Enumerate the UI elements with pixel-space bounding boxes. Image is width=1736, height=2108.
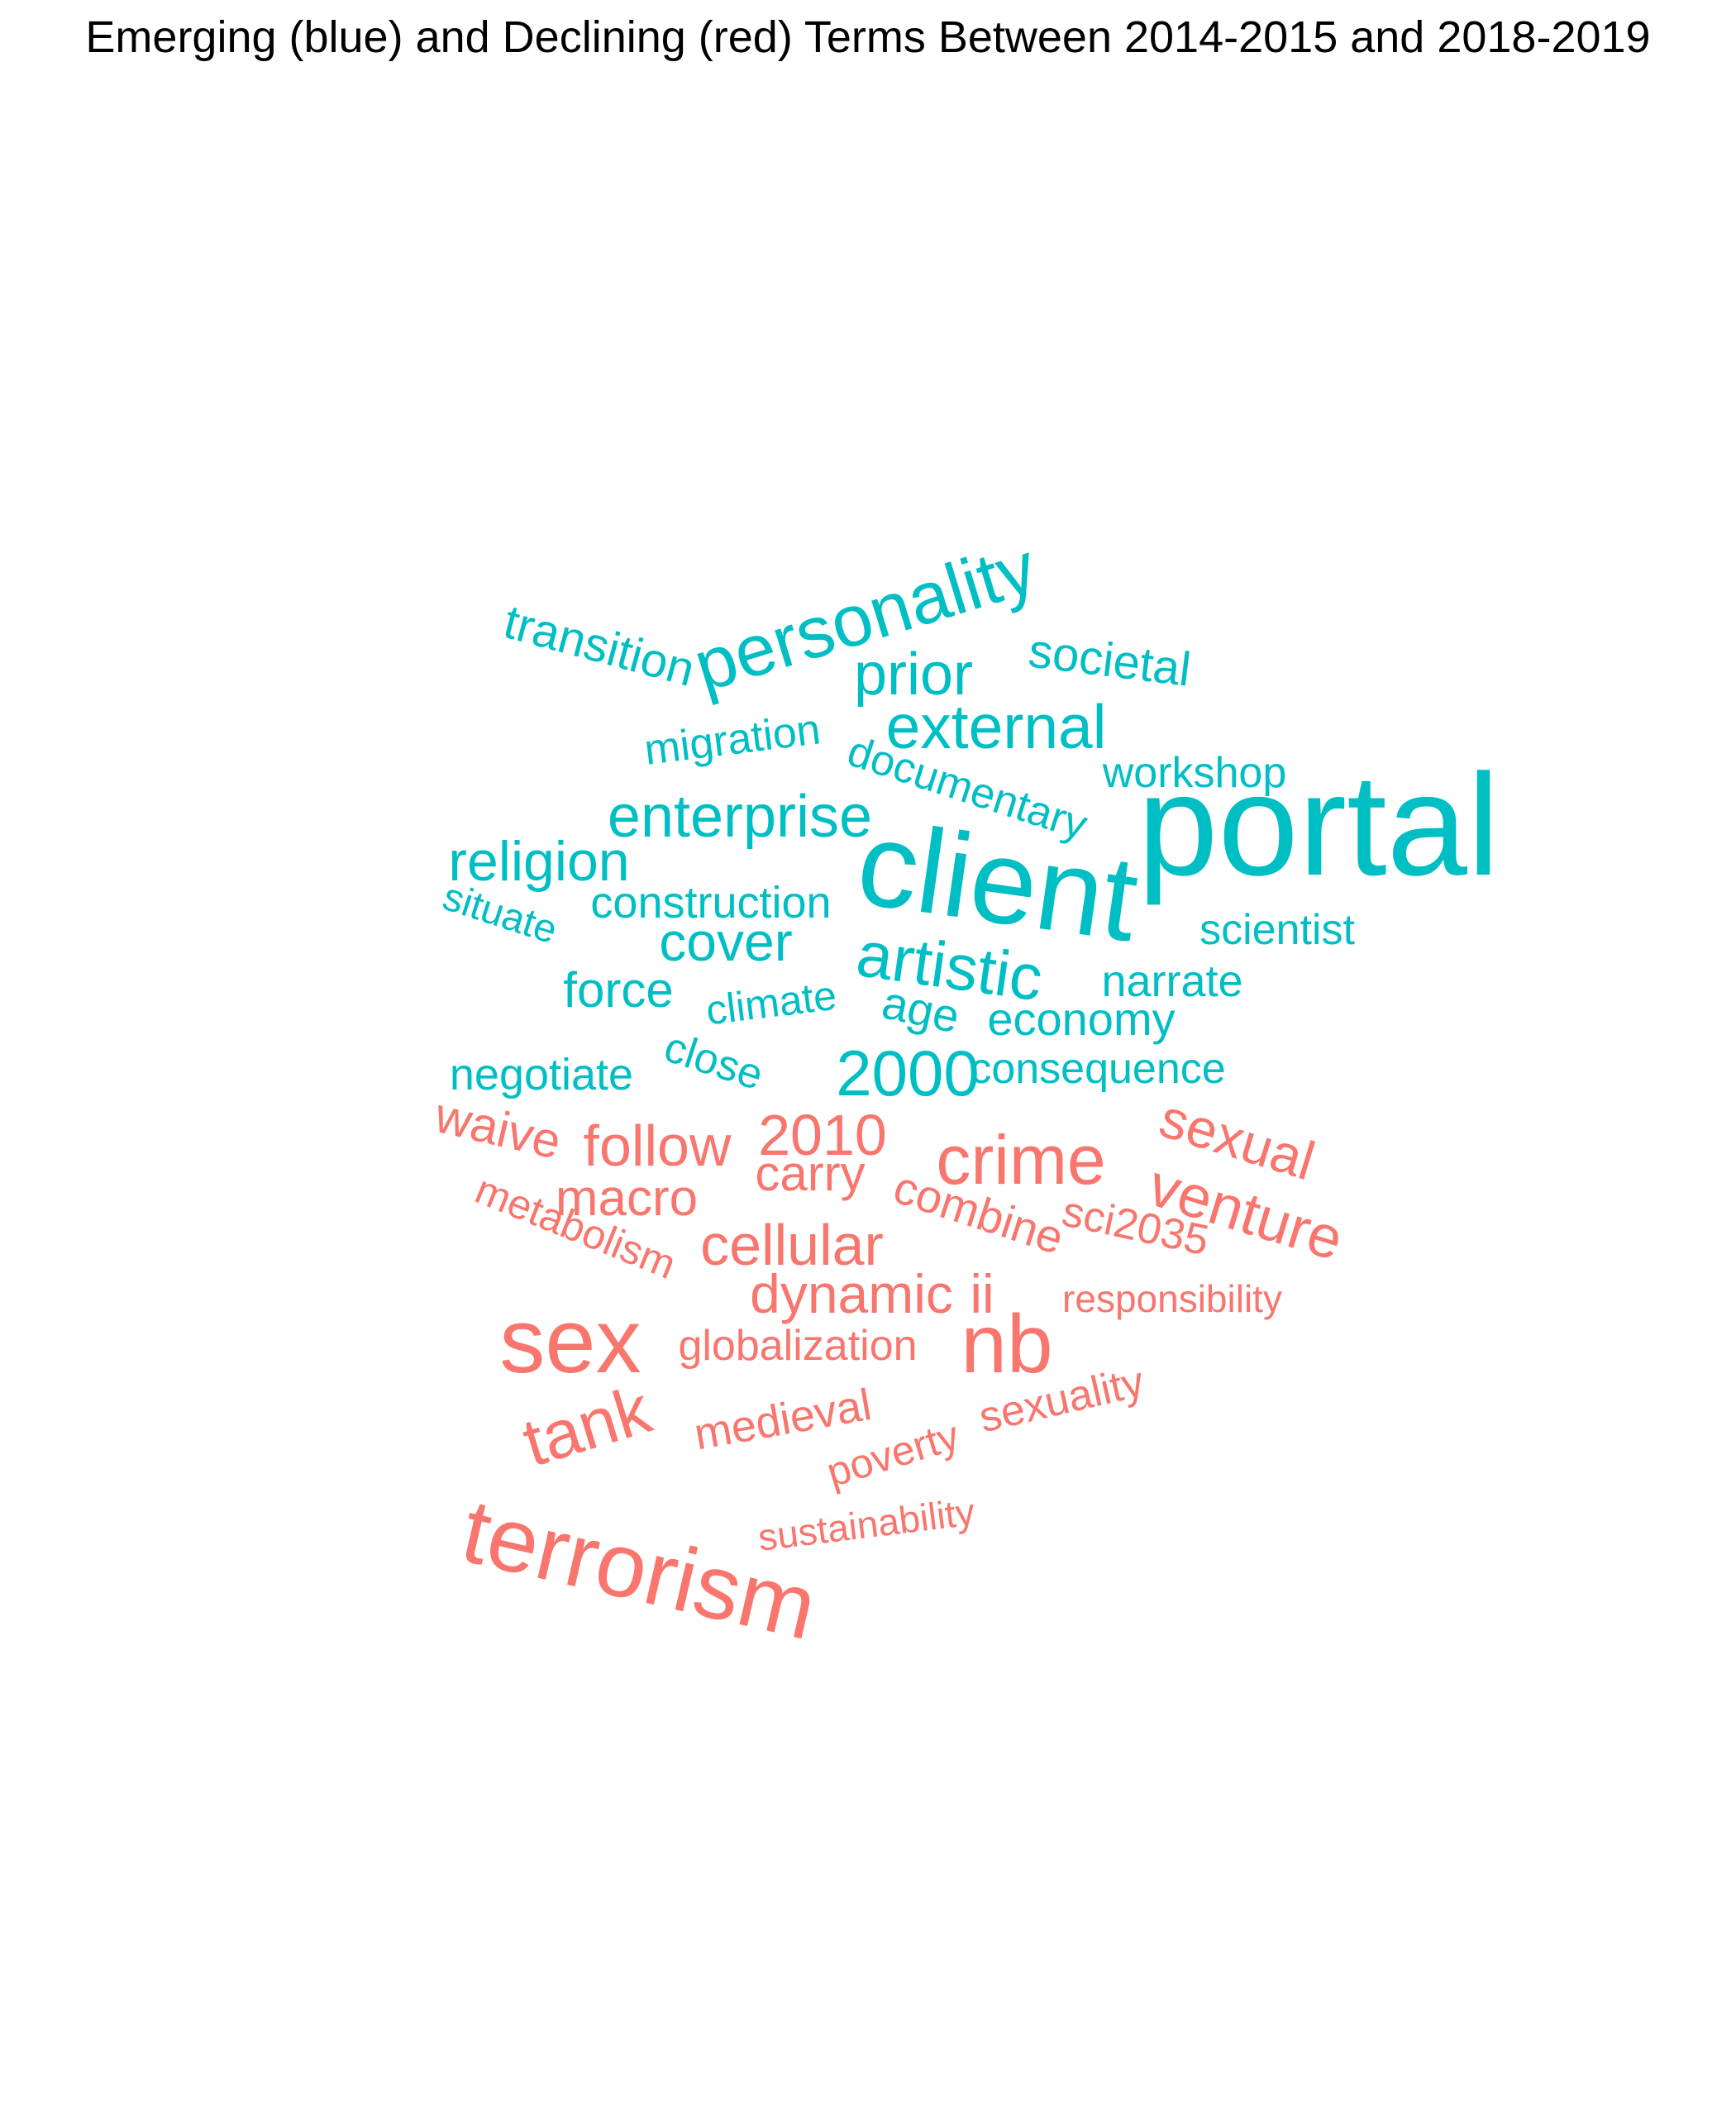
emerging-word-cover: cover <box>659 911 792 972</box>
emerging-word-religion: religion <box>448 830 629 893</box>
emerging-word-narrate: narrate <box>1101 956 1242 1006</box>
declining-word-globalization: globalization <box>678 1322 917 1370</box>
declining-word-ii: ii <box>970 1263 994 1324</box>
declining-word-follow: follow <box>584 1114 732 1178</box>
emerging-word-scientist: scientist <box>1199 906 1355 954</box>
declining-word-2010: 2010 <box>758 1103 887 1167</box>
declining-word-responsibility: responsibility <box>1062 1277 1282 1320</box>
emerging-word-migration: migration <box>641 705 823 775</box>
emerging-word-construction: construction <box>590 878 831 928</box>
declining-word-terrorism: terrorism <box>453 1480 825 1659</box>
declining-word-crime: crime <box>936 1121 1105 1199</box>
emerging-word-force: force <box>563 962 673 1018</box>
declining-word-sex: sex <box>499 1290 641 1392</box>
emerging-word-transition: transition <box>498 594 700 697</box>
emerging-word-consequence: consequence <box>970 1045 1225 1093</box>
declining-word-nb: nb <box>961 1298 1052 1390</box>
emerging-word-negotiate: negotiate <box>450 1050 633 1099</box>
declining-word-dynamic: dynamic <box>750 1263 953 1324</box>
emerging-word-2000: 2000 <box>836 1037 980 1109</box>
emerging-word-prior: prior <box>854 641 973 708</box>
emerging-word-economy: economy <box>987 993 1175 1045</box>
emerging-word-portal: portal <box>1137 745 1500 906</box>
chart-title: Emerging (blue) and Declining (red) Term… <box>85 12 1651 62</box>
declining-word-macro: macro <box>556 1170 698 1227</box>
emerging-word-external: external <box>886 692 1107 761</box>
emerging-word-workshop: workshop <box>1102 749 1287 797</box>
declining-word-sustainability: sustainability <box>756 1490 977 1559</box>
emerging-word-societal: societal <box>1026 623 1194 696</box>
emerging-word-enterprise: enterprise <box>608 784 872 850</box>
declining-word-carry: carry <box>755 1146 865 1201</box>
declining-word-cellular: cellular <box>700 1213 884 1277</box>
emerging-word-close: close <box>659 1023 769 1099</box>
emerging-word-climate: climate <box>703 972 839 1034</box>
